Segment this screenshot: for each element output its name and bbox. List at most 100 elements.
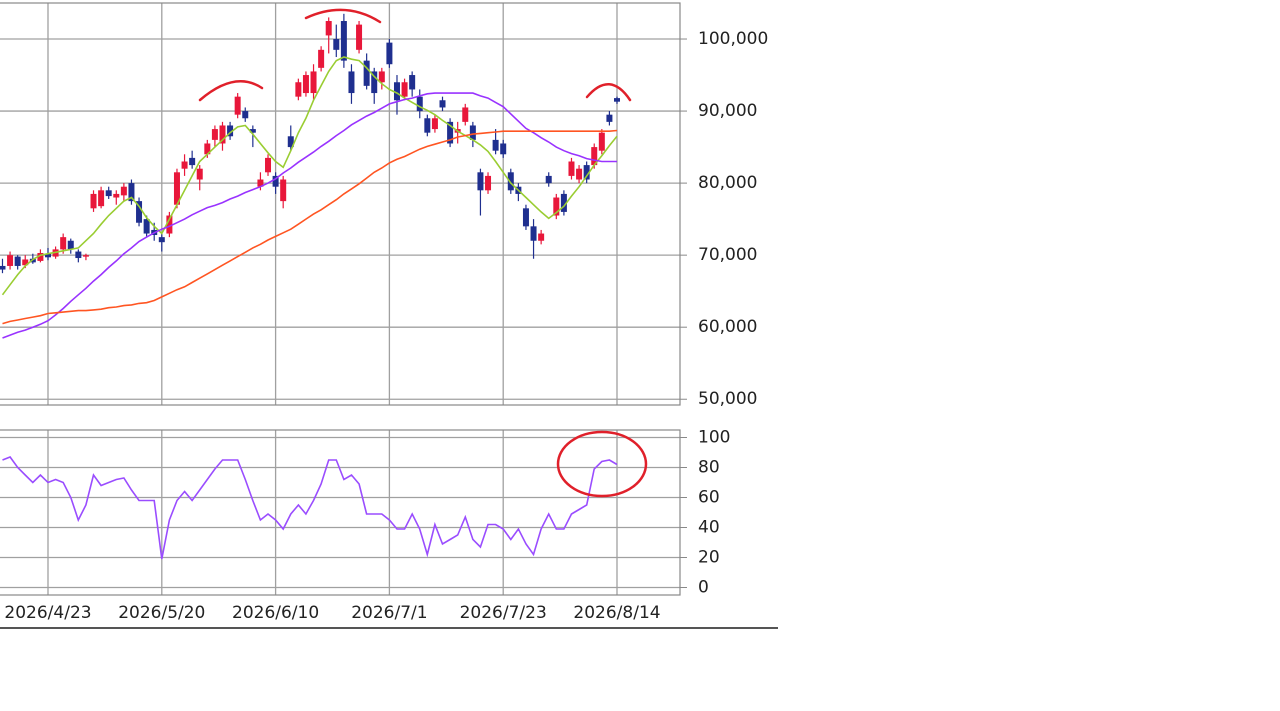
y-tick-label: 90,000 xyxy=(698,101,757,121)
candle-body xyxy=(242,111,249,119)
candle-body xyxy=(120,186,127,196)
candle-body xyxy=(211,129,218,140)
candle-body xyxy=(485,175,492,191)
candle-body xyxy=(98,190,105,207)
candle-body xyxy=(158,237,165,243)
candle-body xyxy=(22,259,29,266)
label-layer: 50,000 60,000 70,000 80,000 90,000 100,000 0 20… xyxy=(4,29,768,623)
candle-body xyxy=(568,161,575,176)
main-frame xyxy=(0,2,681,406)
candle-body xyxy=(553,197,560,216)
y-tick-label: 60 xyxy=(698,488,720,508)
annotation-arc xyxy=(585,83,632,102)
candle-body xyxy=(614,98,620,102)
candle-body xyxy=(401,82,408,97)
mark-layer xyxy=(0,13,620,560)
candle-body xyxy=(105,190,112,197)
candle-body xyxy=(530,226,537,241)
candle-body xyxy=(431,118,438,130)
candle-body xyxy=(7,255,14,266)
moving-average xyxy=(2,129,618,325)
candle-body xyxy=(75,251,82,259)
candle-body xyxy=(371,71,378,94)
moving-average xyxy=(2,92,617,339)
candle-body xyxy=(234,96,241,115)
candle-body xyxy=(424,118,431,133)
candle-body xyxy=(477,172,484,191)
candle-body xyxy=(113,193,120,198)
candle-body xyxy=(302,75,309,94)
candle-body xyxy=(136,201,143,223)
candle-body xyxy=(560,193,567,212)
candle-body xyxy=(204,143,211,155)
candle-body xyxy=(128,183,135,202)
candle-body xyxy=(265,157,272,173)
candle-body xyxy=(310,71,317,94)
candle-body xyxy=(272,175,279,187)
y-tick-label: 40 xyxy=(698,518,720,538)
x-tick-label: 2026/5/20 xyxy=(118,603,205,623)
candle-body xyxy=(492,139,499,151)
candle-body xyxy=(340,21,347,61)
rsi-frame xyxy=(0,429,681,596)
y-tick-label: 20 xyxy=(698,548,720,568)
y-tick-label: 100,000 xyxy=(698,29,768,49)
candle-body xyxy=(0,265,6,270)
candle-body xyxy=(82,255,89,257)
candle-body xyxy=(29,258,36,263)
moving-average xyxy=(1,56,618,296)
candle-body xyxy=(173,172,180,205)
candle-body xyxy=(280,179,287,202)
candle-body xyxy=(462,107,469,122)
candle-body xyxy=(257,179,264,187)
candle-body xyxy=(416,96,423,112)
candle-body xyxy=(333,39,340,50)
grid-layer xyxy=(0,3,687,595)
annotations xyxy=(198,8,648,498)
y-tick-label: 100 xyxy=(698,428,730,448)
candle-body xyxy=(348,71,355,94)
candle-body xyxy=(219,125,226,144)
candle-body xyxy=(409,75,416,90)
candle-body xyxy=(576,168,583,180)
candle-body xyxy=(14,256,21,266)
annotation-arc xyxy=(198,80,264,102)
candle-body xyxy=(189,157,196,166)
y-tick-label: 60,000 xyxy=(698,317,757,337)
candle-body xyxy=(67,240,74,250)
candle-body xyxy=(295,82,302,97)
candle-body xyxy=(196,168,203,180)
candle-body xyxy=(469,125,476,140)
candle-body xyxy=(143,219,150,234)
candle-body xyxy=(227,125,234,137)
candle-body xyxy=(591,147,598,166)
candle-body xyxy=(545,175,552,184)
rsi-line xyxy=(2,456,618,560)
candle-body xyxy=(356,24,363,50)
candle-body xyxy=(606,114,613,122)
x-tick-label: 2026/4/23 xyxy=(4,603,91,623)
candle-body xyxy=(598,132,605,151)
candle-body xyxy=(90,193,97,209)
x-tick-label: 2026/7/23 xyxy=(460,603,547,623)
y-tick-label: 50,000 xyxy=(698,389,757,409)
candle-body xyxy=(538,233,545,241)
candle-body xyxy=(439,100,446,108)
x-tick-label: 2026/7/1 xyxy=(351,603,427,623)
x-tick-label: 2026/6/10 xyxy=(232,603,319,623)
candle-body xyxy=(378,71,385,83)
candle-body xyxy=(45,253,51,258)
candle-body xyxy=(507,172,514,191)
candle-body xyxy=(583,165,590,180)
candle-body xyxy=(166,215,173,234)
annotation-arc xyxy=(304,8,382,24)
y-tick-label: 80 xyxy=(698,458,720,478)
x-tick-label: 2026/8/14 xyxy=(573,603,660,623)
annotation-circle xyxy=(556,430,648,498)
y-tick-label: 0 xyxy=(698,578,709,598)
y-tick-label: 80,000 xyxy=(698,173,757,193)
candle-body xyxy=(249,129,256,133)
y-tick-label: 70,000 xyxy=(698,245,757,265)
